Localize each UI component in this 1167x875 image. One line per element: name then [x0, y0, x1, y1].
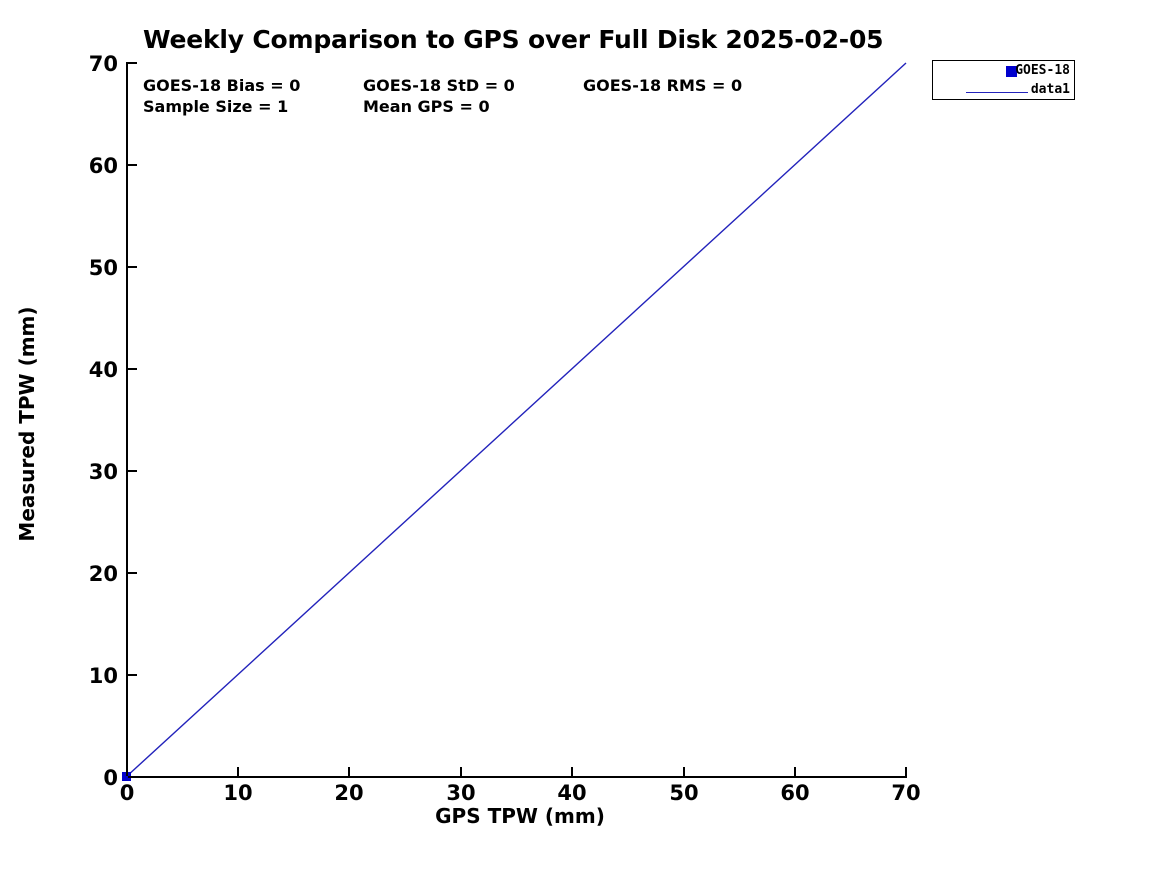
legend-line-icon: [966, 92, 1028, 93]
chart-legend: GOES-18 data1: [932, 60, 1075, 100]
y-tick-70: [128, 62, 137, 64]
x-ticklabel-50: 50: [669, 781, 699, 805]
annotation-sample-size: Sample Size = 1: [143, 97, 289, 116]
scatter-marker-goes18: [122, 772, 131, 781]
y-tick-40: [128, 368, 137, 370]
y-ticklabel-60: 60: [88, 154, 118, 178]
x-tick-0: [126, 767, 128, 776]
x-ticklabel-20: 20: [334, 781, 364, 805]
y-ticklabel-50: 50: [88, 256, 118, 280]
x-ticklabel-30: 30: [446, 781, 476, 805]
annotation-rms: GOES-18 RMS = 0: [583, 76, 743, 95]
y-tick-60: [128, 164, 137, 166]
annotation-std: GOES-18 StD = 0: [363, 76, 515, 95]
y-ticklabel-40: 40: [88, 358, 118, 382]
y-tick-20: [128, 572, 137, 574]
x-ticklabel-60: 60: [780, 781, 810, 805]
x-axis-spine: [126, 776, 907, 778]
y-axis-spine: [126, 62, 128, 778]
annotation-mean-gps: Mean GPS = 0: [363, 97, 490, 116]
legend-entry-data1: data1: [933, 80, 1076, 100]
data1-line: [125, 62, 907, 778]
x-ticklabel-0: 0: [119, 781, 135, 805]
y-ticklabel-20: 20: [88, 562, 118, 586]
legend-label-goes18: GOES-18: [1015, 63, 1070, 78]
legend-entry-goes18: GOES-18: [933, 61, 1076, 81]
x-tick-40: [571, 767, 573, 776]
x-tick-50: [683, 767, 685, 776]
annotation-bias: GOES-18 Bias = 0: [143, 76, 301, 95]
x-tick-30: [460, 767, 462, 776]
legend-label-data1: data1: [1030, 82, 1070, 97]
legend-square-marker-icon: [1006, 66, 1017, 77]
y-tick-10: [128, 674, 137, 676]
y-tick-0: [128, 776, 137, 778]
y-tick-50: [128, 266, 137, 268]
x-ticklabel-40: 40: [557, 781, 587, 805]
y-ticklabel-0: 0: [103, 766, 118, 790]
x-tick-10: [237, 767, 239, 776]
chart-title: Weekly Comparison to GPS over Full Disk …: [143, 25, 884, 54]
y-ticklabel-30: 30: [88, 460, 118, 484]
y-ticklabel-10: 10: [88, 664, 118, 688]
plot-data-layer: [125, 62, 907, 778]
x-tick-60: [794, 767, 796, 776]
x-ticklabel-10: 10: [223, 781, 253, 805]
y-tick-30: [128, 470, 137, 472]
y-axis-label: Measured TPW (mm): [15, 306, 39, 542]
x-tick-70: [905, 767, 907, 776]
y-ticklabel-70: 70: [88, 52, 118, 76]
x-tick-20: [348, 767, 350, 776]
x-ticklabel-70: 70: [891, 781, 921, 805]
x-axis-label: GPS TPW (mm): [435, 804, 605, 828]
